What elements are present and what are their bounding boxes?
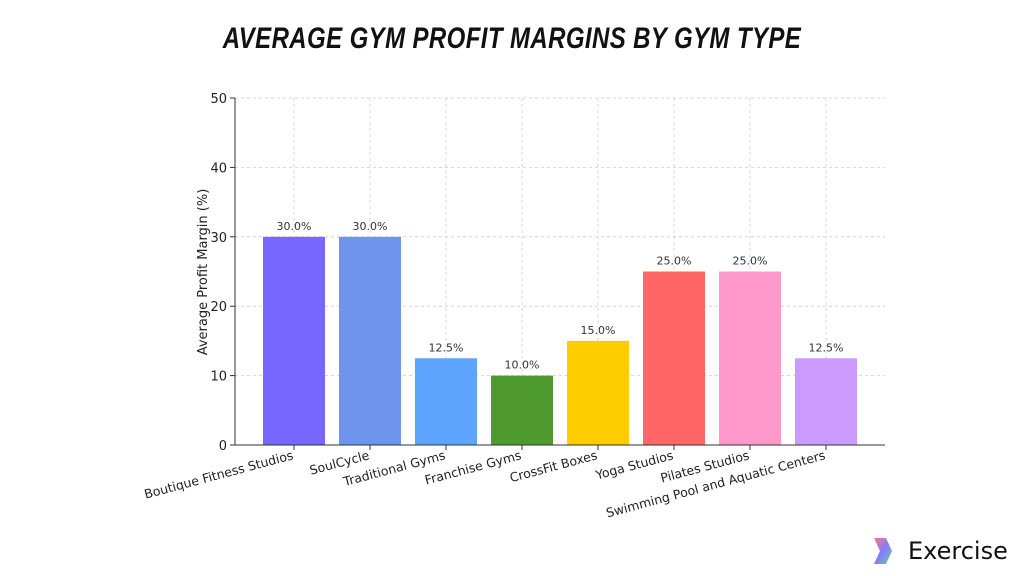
y-tick-label: 50 (210, 92, 227, 107)
y-tick-label: 10 (210, 370, 227, 385)
bar (795, 358, 857, 445)
bar (339, 236, 401, 445)
data-label: 15.0% (581, 324, 616, 337)
data-label: 25.0% (733, 255, 768, 268)
bar (491, 375, 553, 445)
bar (263, 236, 325, 445)
bar (567, 340, 629, 445)
x-tick-label: Boutique Fitness Studios (142, 447, 294, 501)
bar (415, 358, 477, 445)
data-label: 12.5% (809, 341, 844, 354)
data-label: 10.0% (505, 359, 540, 372)
y-axis-label: Average Profit Margin (%) (196, 189, 211, 356)
y-tick-label: 30 (210, 231, 227, 246)
data-label: 12.5% (429, 341, 464, 354)
data-label: 25.0% (657, 255, 692, 268)
exercise-logo-icon (874, 538, 892, 564)
data-label: 30.0% (277, 220, 312, 233)
x-tick-label: CrossFit Boxes (508, 447, 599, 485)
brand-name: Exercise (908, 537, 1008, 565)
y-tick-label: 20 (210, 300, 227, 315)
bar (719, 271, 781, 445)
chart-title: AVERAGE GYM PROFIT MARGINS BY GYM TYPE (222, 22, 802, 55)
y-tick-label: 0 (219, 439, 227, 454)
brand-logo: Exercise (870, 536, 1008, 566)
data-label: 30.0% (353, 220, 388, 233)
bar (643, 271, 705, 445)
y-tick-label: 40 (210, 161, 227, 176)
